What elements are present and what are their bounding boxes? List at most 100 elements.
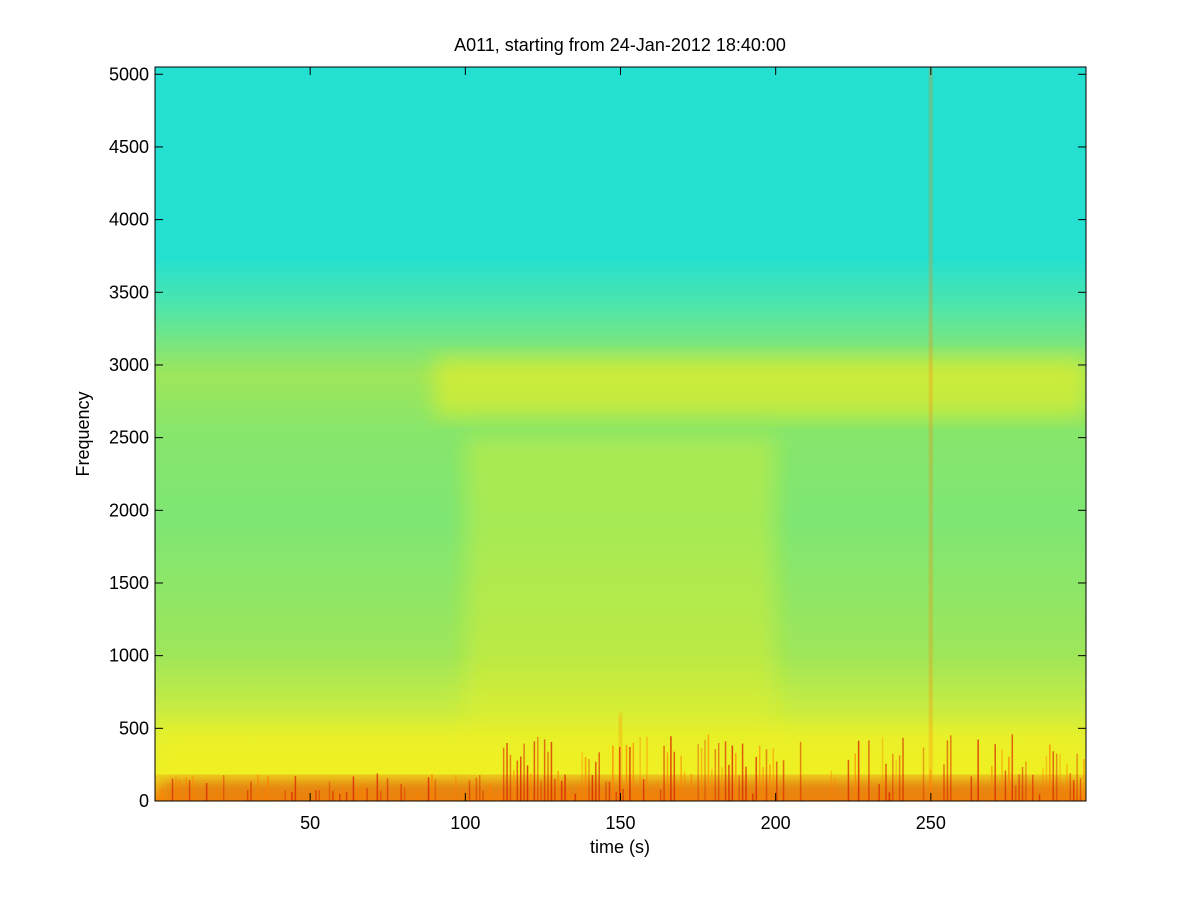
burst-streak [834,778,836,801]
burst-streak [246,790,249,801]
burst-streak [1049,744,1051,801]
burst-streak [772,748,775,801]
burst-streak [489,783,491,801]
burst-streak [257,774,259,801]
burst-streak [335,789,338,801]
burst-streak [690,774,693,801]
y-tick-label: 1500 [109,573,149,593]
burst-streak [291,792,293,801]
burst-streak [881,737,884,801]
burst-streak [857,740,860,801]
y-tick-label: 500 [119,718,149,738]
burst-streak [898,755,901,801]
burst-streak [1018,774,1020,801]
burst-streak [571,795,573,801]
burst-streak [318,789,321,801]
burst-streak [284,790,286,801]
burst-streak [1059,753,1061,801]
y-tick-label: 0 [139,791,149,811]
burst-streak [622,788,624,801]
burst-streak [294,775,297,801]
burst-streak [864,792,867,801]
burst-streak [854,753,856,801]
y-axis-title: Frequency [73,391,93,476]
burst-streak [366,787,368,801]
burst-streak [847,759,850,801]
burst-streak [868,740,870,801]
burst-streak [775,761,778,801]
burst-streak [328,781,331,801]
burst-streak [625,744,628,801]
x-tick-label: 150 [605,813,635,833]
burst-streak [342,784,344,801]
burst-streak [492,793,495,801]
burst-streak [263,787,266,801]
burst-streak [683,771,686,801]
burst-streak [178,779,181,801]
burst-streak [755,756,757,801]
burst-streak [1008,756,1010,801]
burst-streak [1076,753,1078,801]
burst-streak [386,778,389,801]
burst-streak [1079,778,1082,801]
burst-streak [379,790,382,801]
burst-streak [1011,734,1014,801]
burst-streak [724,741,727,801]
burst-streak [666,752,669,801]
spectrogram-features [155,67,1086,801]
burst-streak [758,745,761,801]
burst-streak [530,773,532,801]
burst-streak [185,777,187,801]
burst-streak [745,766,747,801]
burst-streak [482,790,484,801]
burst-streak [567,788,570,801]
burst-streak [499,789,501,801]
burst-streak [315,790,317,801]
burst-streak [888,792,891,801]
burst-streak [219,793,222,801]
burst-streak [581,752,583,801]
burst-streak [1066,763,1068,801]
burst-streak [649,793,652,801]
burst-streak [1042,768,1044,801]
burst-streak [977,739,979,801]
burst-streak [895,760,897,801]
burst-streak [1072,780,1075,801]
burst-streak [1045,756,1048,801]
burst-streak [741,743,744,801]
burst-streak [1025,761,1027,801]
burst-streak [673,751,676,801]
burst-streak [564,774,566,801]
burst-streak [216,784,218,801]
burst-streak [1052,751,1054,801]
x-axis: 50 100 150 200 250 [300,67,946,833]
burst-streak [475,777,478,801]
burst-streak [943,764,945,801]
burst-streak [523,743,525,801]
burst-streak [646,736,648,801]
burst-streak [267,776,269,801]
burst-streak [1069,773,1072,801]
burst-streak [765,749,768,801]
burst-streak [431,774,433,801]
burst-streak [769,764,771,801]
burst-streak [1028,784,1031,801]
burst-streak [929,769,932,801]
burst-streak [427,777,430,801]
burst-streak [161,788,164,801]
burst-streak [339,794,341,801]
burst-streak [376,773,379,801]
burst-streak [680,755,682,801]
burst-streak [1014,785,1017,801]
burst-streak [175,777,177,801]
burst-streak [707,734,710,801]
burst-streak [676,784,679,801]
x-tick-label: 250 [916,813,946,833]
burst-streak [205,783,208,801]
burst-streak [222,775,225,801]
spectrogram-noise [155,67,1086,801]
burst-streak [762,767,764,801]
burst-streak [554,778,556,801]
